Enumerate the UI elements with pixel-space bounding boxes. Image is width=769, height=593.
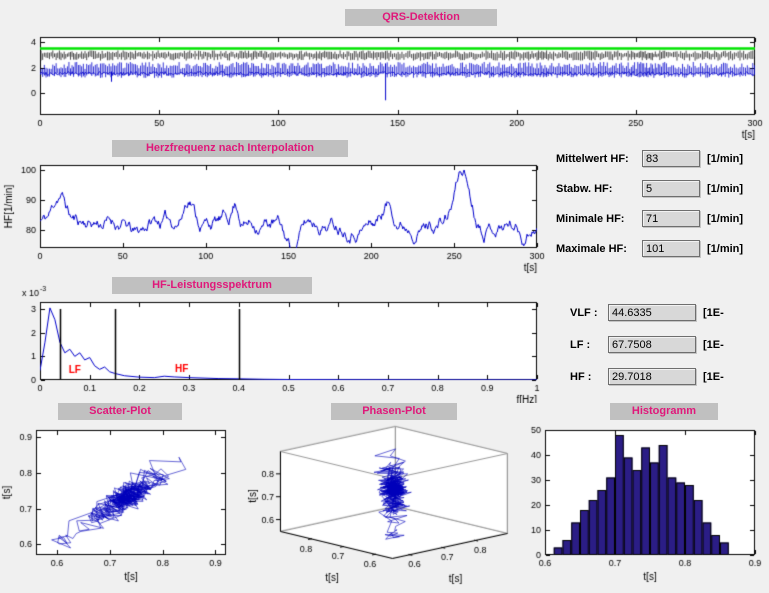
phase-plot-canvas	[240, 420, 525, 593]
stat-row-hf: HF : 29.7018 [1E-	[570, 368, 724, 385]
lf-unit: [1E-	[703, 338, 724, 351]
lf-field[interactable]: 67.7508	[608, 336, 696, 353]
maximale-hf-value: 101	[646, 242, 665, 255]
mittelwert-hf-value: 83	[646, 152, 659, 165]
vlf-unit: [1E-	[703, 306, 724, 319]
hf-unit: [1E-	[703, 370, 724, 383]
histogram-plot-title: Histogramm	[610, 403, 718, 420]
maximale-hf-label: Maximale HF:	[556, 242, 627, 255]
phase-plot-title: Phasen-Plot	[331, 403, 457, 420]
vlf-value: 44.6335	[612, 306, 652, 319]
minimale-hf-unit: [1/min]	[707, 212, 744, 225]
stabw-hf-unit: [1/min]	[707, 182, 744, 195]
mittelwert-hf-unit: [1/min]	[707, 152, 744, 165]
scatter-plot-title: Scatter-Plot	[58, 403, 182, 420]
stat-row-mittelwert-hf: Mittelwert HF: 83 [1/min]	[556, 150, 743, 167]
stat-row-maximale-hf: Maximale HF: 101 [1/min]	[556, 240, 743, 257]
heart-rate-plot-canvas	[0, 158, 545, 274]
minimale-hf-field[interactable]: 71	[642, 210, 700, 227]
hf-field[interactable]: 29.7018	[608, 368, 696, 385]
mittelwert-hf-field[interactable]: 83	[642, 150, 700, 167]
vlf-label: VLF :	[570, 306, 598, 319]
stat-row-lf: LF : 67.7508 [1E-	[570, 336, 724, 353]
lf-value: 67.7508	[612, 338, 652, 351]
hf-label: HF :	[570, 370, 592, 383]
stat-row-vlf: VLF : 44.6335 [1E-	[570, 304, 724, 321]
stat-row-stabw-hf: Stabw. HF: 5 [1/min]	[556, 180, 743, 197]
stat-row-minimale-hf: Minimale HF: 71 [1/min]	[556, 210, 743, 227]
maximale-hf-field[interactable]: 101	[642, 240, 700, 257]
lf-label: LF :	[570, 338, 591, 351]
minimale-hf-label: Minimale HF:	[556, 212, 625, 225]
hf-value: 29.7018	[612, 370, 652, 383]
qrs-plot-canvas	[0, 28, 769, 140]
qrs-plot-title: QRS-Detektion	[345, 9, 497, 26]
minimale-hf-value: 71	[646, 212, 659, 225]
scatter-plot-canvas	[0, 420, 240, 593]
maximale-hf-unit: [1/min]	[707, 242, 744, 255]
mittelwert-hf-label: Mittelwert HF:	[556, 152, 629, 165]
spectrum-plot-canvas	[0, 283, 545, 403]
stabw-hf-field[interactable]: 5	[642, 180, 700, 197]
stabw-hf-label: Stabw. HF:	[556, 182, 613, 195]
vlf-field[interactable]: 44.6335	[608, 304, 696, 321]
heart-rate-plot-title: Herzfrequenz nach Interpolation	[112, 140, 348, 157]
stabw-hf-value: 5	[646, 182, 653, 195]
histogram-plot-canvas	[525, 420, 769, 593]
